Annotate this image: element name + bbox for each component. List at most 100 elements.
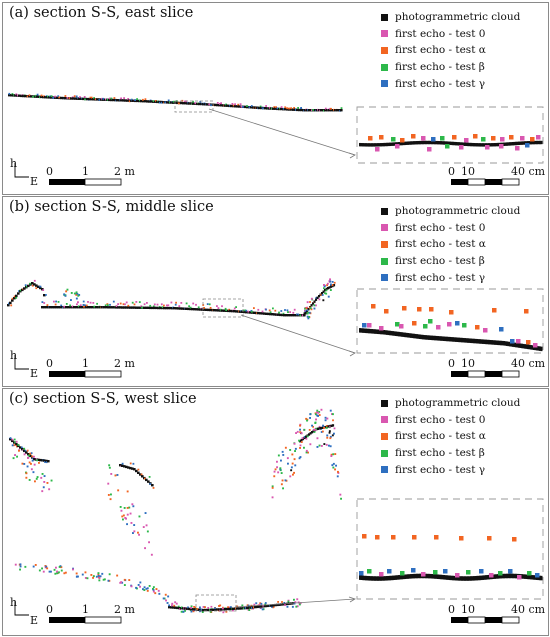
inset-lidar-point bbox=[434, 535, 439, 540]
lidar-point bbox=[282, 454, 285, 456]
legend-item-test-beta: first echo - test β bbox=[381, 445, 520, 462]
lidar-point bbox=[253, 603, 256, 606]
inset-lidar-point bbox=[509, 135, 514, 140]
inset-photogrammetric-point bbox=[494, 574, 496, 579]
lidar-point bbox=[245, 309, 248, 312]
lidar-point bbox=[337, 470, 339, 473]
photogrammetric-point bbox=[238, 607, 241, 610]
photogrammetric-point bbox=[280, 603, 283, 606]
lidar-point bbox=[273, 470, 276, 473]
lidar-point bbox=[299, 602, 302, 605]
photogrammetric-point bbox=[254, 106, 257, 109]
lidar-point bbox=[282, 312, 285, 315]
photogrammetric-point bbox=[20, 94, 23, 98]
photogrammetric-point bbox=[155, 306, 158, 310]
inset-photogrammetric-point bbox=[368, 143, 370, 147]
photogrammetric-point bbox=[72, 97, 75, 100]
photogrammetric-point bbox=[57, 306, 60, 309]
photogrammetric-point bbox=[86, 97, 89, 101]
photogrammetric-point bbox=[119, 464, 122, 467]
lidar-point bbox=[50, 95, 53, 98]
inset-photogrammetric-point bbox=[438, 336, 441, 341]
lidar-point bbox=[259, 105, 262, 108]
lidar-point bbox=[27, 457, 29, 459]
lidar-point bbox=[52, 97, 54, 99]
inset-lidar-point bbox=[459, 145, 464, 150]
inset-photogrammetric-point bbox=[362, 328, 364, 333]
lidar-point bbox=[273, 106, 276, 108]
photogrammetric-point bbox=[272, 107, 275, 110]
lidar-point bbox=[113, 97, 116, 99]
lidar-point bbox=[73, 292, 76, 295]
lidar-point bbox=[308, 311, 311, 314]
inset-photogrammetric-point bbox=[455, 575, 457, 581]
photogrammetric-point bbox=[60, 96, 63, 100]
photogrammetric-point bbox=[250, 106, 253, 109]
lidar-point bbox=[178, 305, 181, 307]
lidar-point bbox=[182, 610, 185, 613]
photogrammetric-point bbox=[283, 314, 286, 317]
lidar-point bbox=[123, 507, 126, 509]
inset-photogrammetric-point bbox=[485, 575, 487, 580]
lidar-point bbox=[192, 610, 195, 613]
inset-photogrammetric-point bbox=[399, 332, 402, 337]
inset-photogrammetric-point bbox=[534, 575, 537, 580]
photogrammetric-point bbox=[260, 106, 263, 110]
photogrammetric-point bbox=[318, 295, 321, 298]
photogrammetric-point bbox=[193, 308, 196, 311]
lidar-point bbox=[313, 304, 316, 307]
photogrammetric-point bbox=[230, 104, 233, 108]
inset-photogrammetric-point bbox=[432, 335, 435, 341]
inset-lidar-point bbox=[462, 323, 467, 328]
photogrammetric-point bbox=[206, 608, 209, 612]
lidar-point bbox=[291, 462, 294, 465]
zoom-connector-line bbox=[208, 108, 356, 156]
photogrammetric-point bbox=[258, 605, 261, 608]
inset-photogrammetric-point bbox=[449, 336, 451, 342]
photogrammetric-point bbox=[330, 109, 333, 112]
lidar-point bbox=[308, 429, 311, 431]
lidar-point bbox=[98, 99, 101, 101]
lidar-point bbox=[293, 602, 296, 605]
lidar-point bbox=[39, 96, 41, 99]
inset-lidar-point bbox=[499, 327, 504, 332]
lidar-point bbox=[168, 604, 170, 607]
scale-tick-0: 0 bbox=[46, 357, 53, 370]
inset-scale-bar-segment bbox=[501, 370, 520, 378]
inset-photogrammetric-point bbox=[513, 141, 516, 146]
inset-photogrammetric-point bbox=[399, 141, 402, 146]
photogrammetric-point bbox=[43, 294, 46, 297]
photogrammetric-point bbox=[110, 98, 113, 102]
lidar-point bbox=[334, 468, 336, 471]
lidar-point bbox=[56, 572, 59, 575]
photogrammetric-point bbox=[274, 107, 277, 110]
lidar-point bbox=[16, 455, 18, 458]
lidar-point bbox=[84, 577, 87, 579]
inset-photogrammetric-point bbox=[522, 141, 525, 145]
inset-photogrammetric-point bbox=[530, 140, 532, 145]
inset-photogrammetric-point bbox=[482, 575, 484, 580]
lidar-point bbox=[55, 300, 57, 303]
lidar-point bbox=[252, 606, 255, 609]
photogrammetric-point bbox=[15, 294, 18, 298]
lidar-point bbox=[200, 608, 203, 611]
lidar-point bbox=[64, 294, 67, 297]
lidar-point bbox=[160, 101, 163, 104]
lidar-point bbox=[66, 97, 69, 99]
lidar-point bbox=[122, 518, 124, 521]
photogrammetric-point bbox=[29, 454, 32, 458]
panel-c-plot bbox=[9, 408, 544, 624]
photogrammetric-point bbox=[227, 309, 230, 313]
photogrammetric-point bbox=[41, 306, 44, 309]
lidar-point bbox=[43, 481, 46, 483]
lidar-point bbox=[152, 588, 154, 590]
inset-photogrammetric-point bbox=[504, 142, 507, 146]
lidar-point bbox=[46, 482, 49, 484]
lidar-point bbox=[316, 437, 319, 440]
photogrammetric-point bbox=[201, 308, 204, 311]
legend-label: first echo - test α bbox=[395, 430, 486, 443]
inset-photogrammetric-point bbox=[431, 335, 433, 341]
legend-swatch bbox=[381, 63, 388, 71]
lidar-point bbox=[34, 94, 37, 97]
lidar-point bbox=[331, 413, 333, 415]
